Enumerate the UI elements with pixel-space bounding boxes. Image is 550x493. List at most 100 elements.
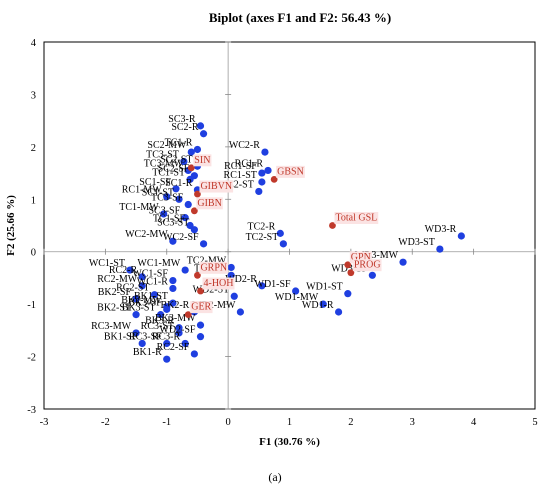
variable-label-background [334,212,379,224]
observation-label: SC2-SF [158,164,190,175]
observation-label: WC2-ST [218,179,254,190]
observation-point [279,240,287,248]
observation-label: RC2-R [109,265,138,276]
observation-label: WC1-SF [132,269,168,280]
y-tick-label: -1 [27,300,36,311]
observation-point [319,300,327,308]
y-tick-label: 3 [31,90,36,101]
axes [43,41,536,410]
observation-label: BK3-ST [122,303,156,314]
observation-label: WD3-R [425,224,457,235]
observation-point [199,130,208,138]
observation-label: BK1-ST [134,291,168,302]
observation-label: WD3-ST [398,237,435,248]
observation-label: TC3-SF [151,193,184,204]
x-tick-label: 5 [532,417,537,428]
variable-label: GRPN [200,262,227,273]
y-tick-label: 2 [31,143,36,154]
observation-point [261,148,269,156]
observation-label: BK2-MW [121,295,162,306]
y-tick-label: -3 [27,405,36,416]
observation-point [169,276,177,285]
y-tick-label: 0 [31,248,36,259]
y-tick-label: 4 [31,38,37,49]
observation-label: RC3-ST [141,321,174,332]
observation-label: RC1-R [235,158,264,169]
observation-label: SC1-ST [142,187,174,198]
observation-point [399,258,407,266]
observation-point [169,299,177,307]
variable-label-background [352,259,382,272]
x-tick-label: 4 [471,417,477,428]
tick-labels: -3 -2 -1 0 1 2 3 4 5 -3 -2 -1 0 1 2 3 4 [27,38,537,428]
observation-point [227,263,235,272]
observation-label: RC1-SF [224,161,257,172]
observation-point [187,148,195,156]
x-tick-label: 3 [410,417,415,428]
observation-label: RC1-MW [122,185,163,196]
observation-point [163,355,171,363]
variable-point [197,287,204,295]
observation-point [175,195,183,203]
variable-point [344,261,352,269]
observation-point [181,214,189,222]
observation-label: SC2-ST [160,154,192,165]
observation-point [138,273,146,281]
observation-point [264,166,272,175]
observation-point [175,324,183,332]
observation-point [230,292,238,300]
observation-label: WD1-SF [255,279,292,290]
observation-point [169,284,177,293]
variable-label: GER [191,302,211,313]
observation-point [258,282,266,290]
y-tick-label: -2 [27,353,36,364]
observation-point [436,245,444,253]
observation-point [132,329,140,337]
figure-caption: (a) [268,470,281,484]
variable-point [194,271,201,279]
y-tick-label: 1 [31,195,36,206]
observation-point [258,178,266,186]
observation-point [335,308,343,316]
observation-label: BK1-R [133,347,162,358]
variable-label: Total GSL [335,213,377,224]
observation-point [255,187,263,196]
variable-point [270,175,278,183]
observation-point [180,157,188,166]
x-tick-label: 1 [287,417,292,428]
observation-point [236,308,244,316]
observation-point [368,271,376,279]
observation-point [196,333,205,341]
variable-point [190,207,198,215]
observation-label: SC2-MW [147,140,186,151]
variable-label-background [190,301,213,314]
observation-label: TC2-ST [246,232,279,243]
variable-label-background [202,277,235,290]
observation-label: SC3-SF [148,206,180,217]
observation-label: BK2-ST [97,303,131,314]
observation-label: WC1-R [137,276,168,287]
observation-label: BK2-R [160,300,189,311]
observation-label: SC1-R [165,178,193,189]
variable-label-background [276,165,305,178]
variable-points: SIN GIBVN GBSN GIBN Total GSL GRPN 4-HOH GPNPRO… [184,154,382,319]
observation-point [196,122,205,130]
variable-point [194,190,201,198]
variable-label-background [199,180,234,193]
observation-label: WC1-ST [89,258,125,269]
observation-label: RC3-SF [129,331,162,342]
observation-point [190,226,198,234]
observation-label: TC3-ST [146,150,179,161]
variable-label-background [193,154,212,167]
observation-label: WC2-MW [125,229,168,240]
observation-label: WC2-SF [163,232,199,243]
chart-title: Biplot (axes F1 and F2: 56.43 %) [209,10,391,25]
observation-label: SC3-R [168,114,196,125]
observation-point [193,145,202,154]
observation-label: TC2-R [248,221,276,232]
observation-label: BK3-MW [155,313,196,324]
observation-point [181,339,189,348]
x-tick-label: 0 [226,417,231,428]
x-tick-label: -2 [101,417,110,428]
variable-label: PROG [354,260,381,271]
